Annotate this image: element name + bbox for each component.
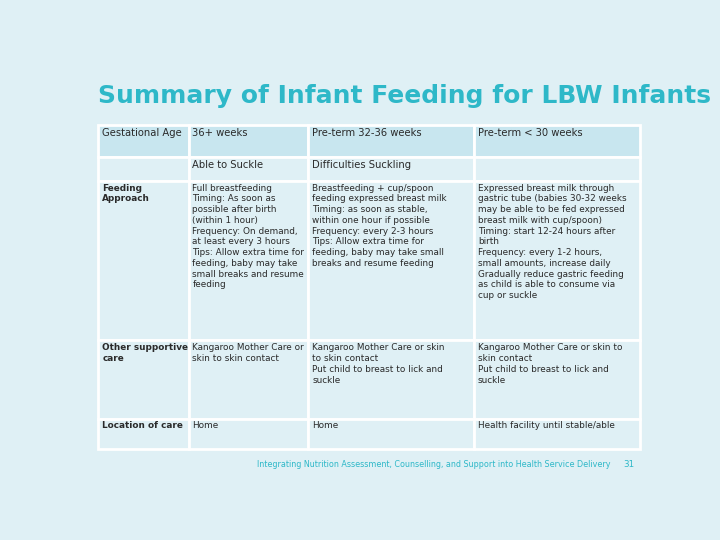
Bar <box>474 157 639 181</box>
Text: Difficulties Suckling: Difficulties Suckling <box>312 160 412 170</box>
Text: Location of care: Location of care <box>102 421 183 430</box>
Text: Full breastfeeding
Timing: As soon as
possible after birth
(within 1 hour)
Frequ: Full breastfeeding Timing: As soon as po… <box>192 184 305 289</box>
Text: Summary of Infant Feeding for LBW Infants: Summary of Infant Feeding for LBW Infant… <box>99 84 711 107</box>
Text: Other supportive
care: Other supportive care <box>102 343 188 363</box>
Bar <box>99 157 189 181</box>
Bar <box>474 418 639 449</box>
Text: Kangaroo Mother Care or skin to
skin contact
Put child to breast to lick and
suc: Kangaroo Mother Care or skin to skin con… <box>478 343 623 384</box>
Text: Kangaroo Mother Care or
skin to skin contact: Kangaroo Mother Care or skin to skin con… <box>192 343 305 363</box>
Bar <box>474 340 639 418</box>
Text: Gestational Age: Gestational Age <box>102 128 182 138</box>
Bar <box>99 418 189 449</box>
Bar <box>474 181 639 340</box>
Bar <box>308 340 474 418</box>
Bar <box>189 181 308 340</box>
Text: Pre-term 32-36 weeks: Pre-term 32-36 weeks <box>312 128 422 138</box>
Bar <box>189 125 308 157</box>
Text: Able to Suckle: Able to Suckle <box>192 160 264 170</box>
Text: Integrating Nutrition Assessment, Counselling, and Support into Health Service D: Integrating Nutrition Assessment, Counse… <box>258 460 611 469</box>
Text: Health facility until stable/able: Health facility until stable/able <box>478 421 615 430</box>
Text: Home: Home <box>192 421 219 430</box>
Bar <box>308 181 474 340</box>
Text: 31: 31 <box>623 460 634 469</box>
Bar <box>99 125 189 157</box>
Bar <box>99 340 189 418</box>
Text: Expressed breast milk through
gastric tube (babies 30-32 weeks
may be able to be: Expressed breast milk through gastric tu… <box>478 184 626 300</box>
Text: Pre-term < 30 weeks: Pre-term < 30 weeks <box>478 128 582 138</box>
Text: Feeding
Approach: Feeding Approach <box>102 184 150 204</box>
Text: Kangaroo Mother Care or skin
to skin contact
Put child to breast to lick and
suc: Kangaroo Mother Care or skin to skin con… <box>312 343 445 384</box>
Bar <box>308 418 474 449</box>
Text: Home: Home <box>312 421 338 430</box>
Bar <box>189 418 308 449</box>
Bar <box>308 157 474 181</box>
Text: Breastfeeding + cup/spoon
feeding expressed breast milk
Timing: as soon as stabl: Breastfeeding + cup/spoon feeding expres… <box>312 184 447 268</box>
Text: 36+ weeks: 36+ weeks <box>192 128 248 138</box>
Bar <box>474 125 639 157</box>
Bar <box>308 125 474 157</box>
Bar <box>99 181 189 340</box>
Bar <box>189 157 308 181</box>
Bar <box>189 340 308 418</box>
